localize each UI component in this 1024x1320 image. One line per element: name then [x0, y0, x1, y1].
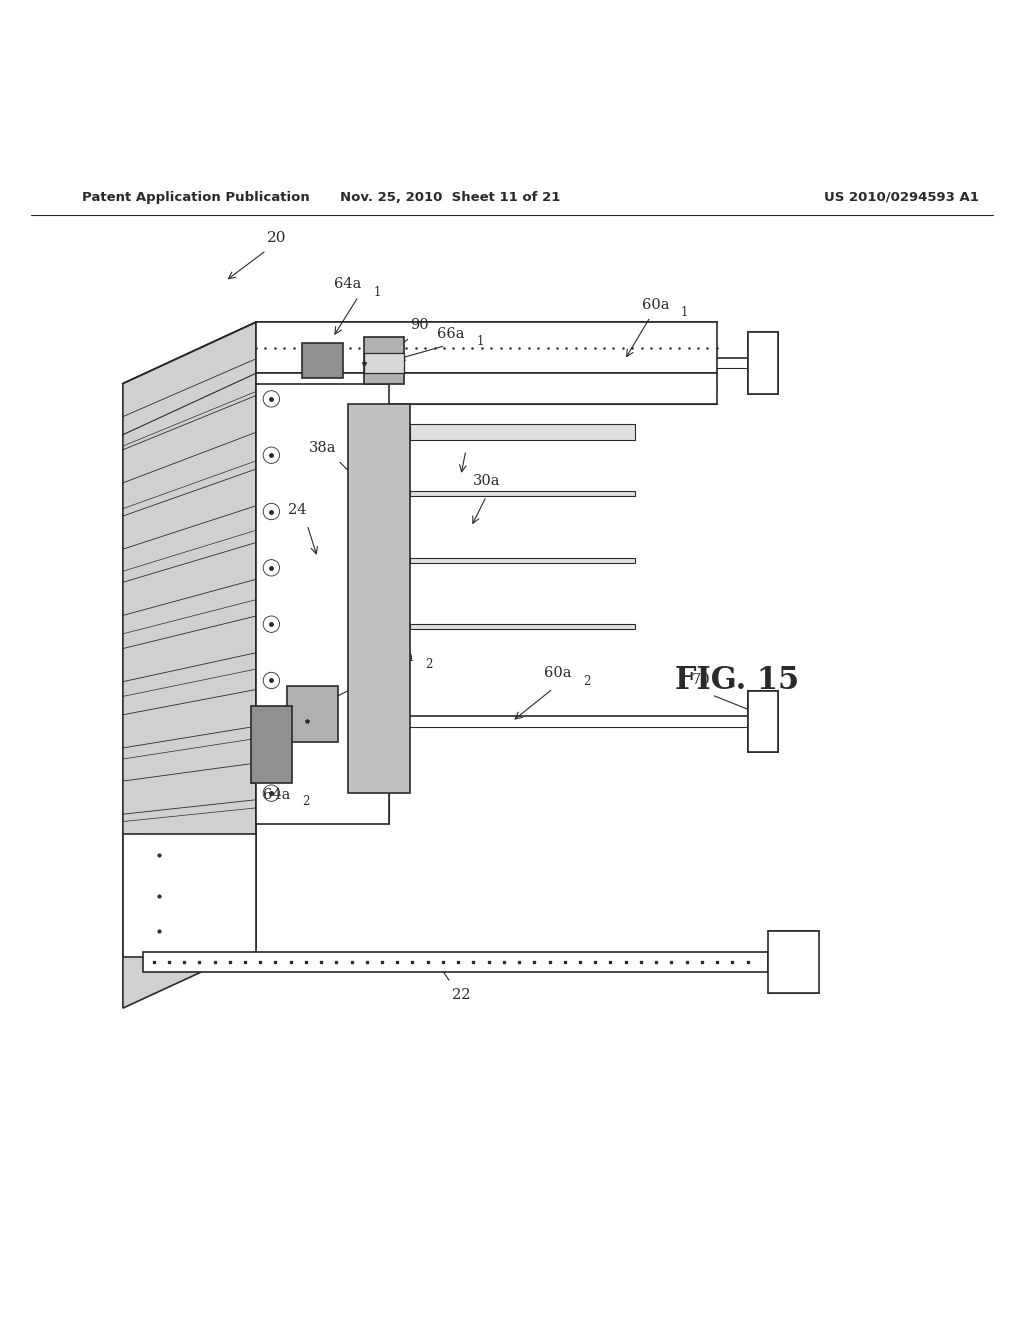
Polygon shape [410, 557, 635, 562]
Polygon shape [123, 322, 256, 1008]
Polygon shape [256, 384, 389, 824]
Polygon shape [364, 338, 404, 384]
Text: FIG. 15: FIG. 15 [675, 665, 800, 696]
Text: 70: 70 [692, 673, 711, 686]
Polygon shape [302, 343, 343, 379]
Text: 66a: 66a [386, 649, 413, 664]
Text: 1: 1 [476, 335, 483, 347]
Text: 32a: 32a [453, 429, 479, 444]
Text: 66a: 66a [437, 326, 464, 341]
Polygon shape [256, 374, 717, 404]
Text: 22: 22 [452, 987, 470, 1002]
Polygon shape [768, 932, 819, 993]
Polygon shape [410, 425, 635, 440]
Polygon shape [748, 333, 778, 393]
Polygon shape [123, 834, 256, 957]
Text: 24: 24 [288, 503, 306, 516]
Polygon shape [410, 491, 635, 496]
Text: 1: 1 [681, 306, 688, 319]
Text: 64a: 64a [263, 788, 290, 803]
Text: 38a: 38a [309, 441, 336, 455]
Polygon shape [348, 404, 410, 793]
Polygon shape [287, 685, 338, 742]
Text: 1: 1 [374, 285, 381, 298]
Polygon shape [251, 706, 292, 783]
Text: Patent Application Publication: Patent Application Publication [82, 190, 309, 203]
Text: 2: 2 [302, 795, 309, 808]
Text: US 2010/0294593 A1: US 2010/0294593 A1 [823, 190, 979, 203]
Polygon shape [410, 624, 635, 630]
Polygon shape [143, 952, 768, 973]
Polygon shape [256, 322, 717, 374]
Text: 60a: 60a [642, 298, 669, 312]
Text: 64a: 64a [335, 277, 361, 292]
Text: 20: 20 [266, 231, 287, 246]
Text: Nov. 25, 2010  Sheet 11 of 21: Nov. 25, 2010 Sheet 11 of 21 [340, 190, 561, 203]
Text: 2: 2 [425, 659, 432, 672]
Polygon shape [364, 352, 404, 374]
Text: 60a: 60a [545, 667, 571, 681]
Text: 2: 2 [584, 675, 591, 688]
Text: 30a: 30a [473, 474, 500, 488]
Text: 90: 90 [411, 318, 429, 333]
Polygon shape [748, 690, 778, 752]
